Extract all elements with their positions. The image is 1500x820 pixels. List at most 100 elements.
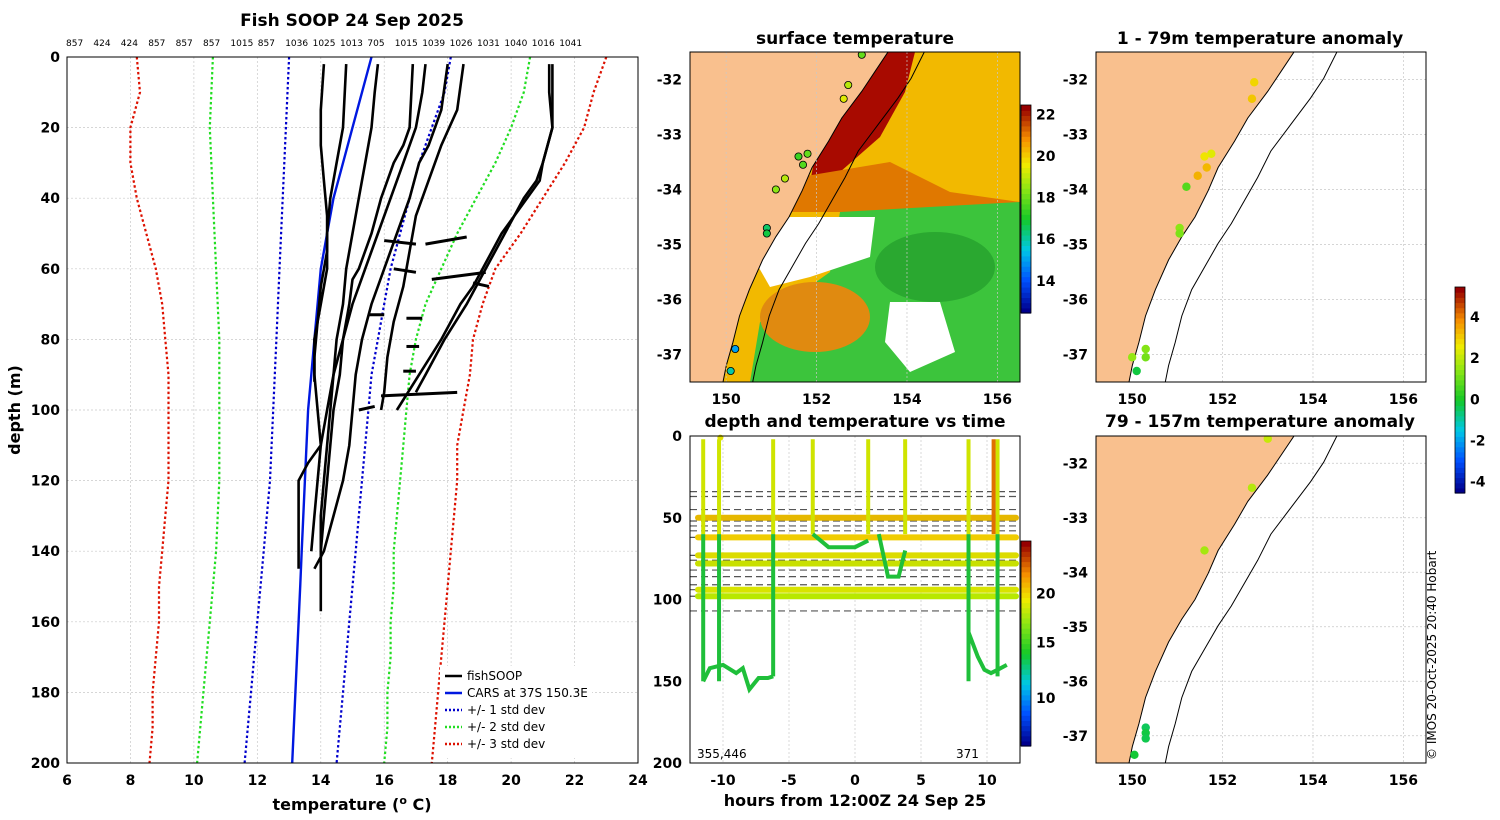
top-count-label: 1036 bbox=[285, 39, 308, 49]
fishsoop-profile-2 bbox=[319, 64, 415, 559]
sst-colorbar-band bbox=[1021, 136, 1031, 142]
anomaly-colorbar-band bbox=[1455, 415, 1465, 422]
profile-title: Fish SOOP 24 Sep 2025 bbox=[240, 11, 464, 31]
sst-colorbar-outline bbox=[1020, 104, 1032, 314]
legend-sd3: +/- 3 std dev bbox=[467, 737, 545, 751]
y-tick-label: 0 bbox=[50, 50, 60, 66]
depth-time-title: depth and temperature vs time bbox=[705, 412, 1006, 432]
sst-station-marker bbox=[726, 366, 735, 375]
anomaly-marker bbox=[1247, 94, 1257, 103]
top-count-label: 1015 bbox=[230, 39, 253, 49]
lon-tick-label: 152 bbox=[802, 392, 831, 408]
depth-time-colorbar-band bbox=[1021, 643, 1031, 650]
depth-time-colorbar-band bbox=[1021, 638, 1031, 645]
fishsoop-profile-5 bbox=[414, 64, 554, 393]
legend-sd1: +/- 1 std dev bbox=[467, 703, 545, 717]
sst-colorbar-band bbox=[1021, 115, 1031, 122]
top-count-label: 1013 bbox=[340, 39, 363, 49]
depth-time-colorbar-band bbox=[1021, 730, 1031, 737]
top-count-label: 1026 bbox=[450, 39, 473, 49]
lat-tick-label: -32 bbox=[1063, 456, 1088, 472]
anomaly-colorbar-band bbox=[1455, 451, 1465, 458]
sst-colorbar-band bbox=[1021, 261, 1031, 267]
sst-station-marker bbox=[799, 160, 808, 169]
depth-time-colorbar-band bbox=[1021, 653, 1031, 660]
y-tick-label: 20 bbox=[41, 121, 61, 137]
fishsoop-fragment bbox=[393, 267, 417, 274]
sst-colorbar-band bbox=[1021, 255, 1031, 262]
anomaly-shallow-frame bbox=[1095, 51, 1427, 383]
x-tick-label: 10 bbox=[184, 773, 204, 789]
std-dev-line-+3 bbox=[430, 56, 608, 764]
sst-station-marker bbox=[762, 229, 771, 238]
anomaly-colorbar-band bbox=[1455, 343, 1465, 350]
sst-colorbar-band bbox=[1021, 120, 1031, 127]
lat-tick-label: -36 bbox=[1063, 293, 1088, 309]
depth-time-colorbar-band bbox=[1021, 607, 1031, 614]
sst-colorbar-tick: 16 bbox=[1036, 232, 1055, 248]
sst-colorbar-band bbox=[1021, 297, 1031, 304]
anomaly-colorbar-band bbox=[1455, 487, 1465, 494]
depth-tick-label: 150 bbox=[653, 674, 682, 690]
anomaly-colorbar-band bbox=[1455, 431, 1465, 437]
sst-colorbar-band bbox=[1021, 214, 1031, 220]
anomaly-deep-title: 79 - 157m temperature anomaly bbox=[1105, 412, 1415, 432]
anomaly-colorbar-band bbox=[1455, 420, 1465, 427]
std-dev-line-+2 bbox=[383, 56, 532, 764]
anomaly-colorbar-band bbox=[1455, 323, 1465, 329]
lon-tick-label: 150 bbox=[712, 392, 741, 408]
anomaly-colorbar-band bbox=[1455, 359, 1465, 365]
depth-time-colorbar-band bbox=[1021, 566, 1031, 573]
depth-time-colorbar-tick: 15 bbox=[1036, 636, 1055, 652]
sst-station-marker bbox=[794, 152, 803, 161]
depth-time-panel: depth and temperature vs time -10 -5 0 5 100… bbox=[653, 412, 1056, 810]
depth-time-colorbar-band bbox=[1021, 648, 1031, 655]
sst-station-marker bbox=[803, 149, 812, 158]
anomaly-colorbar-band bbox=[1455, 333, 1465, 340]
anomaly-colorbar-band bbox=[1455, 467, 1465, 473]
lon-tick-label: 156 bbox=[983, 392, 1012, 408]
anomaly-colorbar-band bbox=[1455, 287, 1465, 293]
lon-tick-label: 150 bbox=[1118, 773, 1147, 789]
top-count-label: 857 bbox=[66, 39, 83, 49]
depth-time-colorbar-band bbox=[1021, 689, 1031, 696]
sst-colorbar-band bbox=[1021, 183, 1031, 189]
lat-tick-label: -34 bbox=[657, 183, 683, 199]
fishsoop-profile-3 bbox=[313, 64, 329, 382]
land bbox=[690, 52, 889, 382]
depth-time-colorbar-band bbox=[1021, 576, 1031, 583]
depth-time-colorbar-band bbox=[1021, 617, 1031, 624]
surface-map-frame bbox=[689, 51, 1021, 383]
anomaly-colorbar-band bbox=[1455, 297, 1465, 304]
lon-tick-label: 154 bbox=[892, 392, 921, 408]
top-count-label: 424 bbox=[93, 39, 110, 49]
anomaly-colorbar-band bbox=[1455, 400, 1465, 407]
depth-tick-label: 100 bbox=[653, 593, 682, 609]
anomaly-marker bbox=[1200, 546, 1209, 555]
x-tick-label: 8 bbox=[126, 773, 136, 789]
lat-tick-label: -37 bbox=[1063, 729, 1088, 745]
anomaly-colorbar-band bbox=[1455, 307, 1465, 314]
top-count-label: 857 bbox=[203, 39, 220, 49]
lat-tick-label: -33 bbox=[657, 128, 682, 144]
anomaly-colorbar-band bbox=[1455, 462, 1465, 468]
anomaly-colorbar-band bbox=[1455, 348, 1465, 355]
anomaly-colorbar-band bbox=[1455, 353, 1465, 360]
y-tick-label: 60 bbox=[41, 262, 61, 278]
sst-colorbar-band bbox=[1021, 235, 1031, 241]
anomaly-colorbar-band bbox=[1455, 317, 1465, 324]
depth-time-colorbar-band bbox=[1021, 571, 1031, 578]
lat-tick-label: -33 bbox=[1063, 511, 1088, 527]
time-tick-label: 0 bbox=[850, 773, 860, 789]
depth-time-colorbar-band bbox=[1021, 541, 1031, 547]
depth-time-colorbar-band bbox=[1021, 551, 1031, 557]
depth-time-colorbar-band bbox=[1021, 684, 1031, 691]
anomaly-colorbar-band bbox=[1455, 364, 1465, 370]
lat-tick-label: -35 bbox=[1063, 238, 1088, 254]
sst-colorbar-band bbox=[1021, 193, 1031, 200]
anomaly-colorbar-band bbox=[1455, 482, 1465, 489]
sst-colorbar-band bbox=[1021, 240, 1031, 246]
sst-colorbar-band bbox=[1021, 281, 1031, 288]
depth-time-colorbar-band bbox=[1021, 623, 1031, 629]
depth-time-colorbar-band bbox=[1021, 628, 1031, 634]
